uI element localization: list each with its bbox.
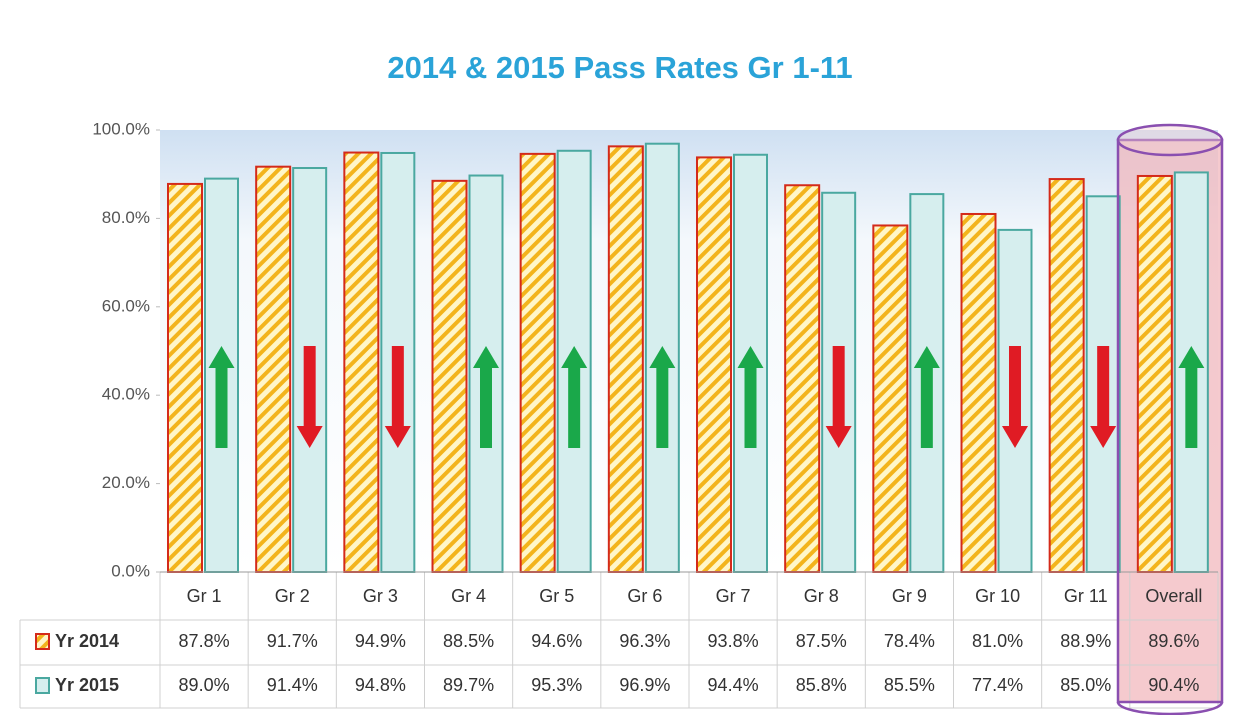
value-label: 89.0% bbox=[179, 675, 230, 695]
x-tick-label: Gr 1 bbox=[187, 586, 222, 606]
legend-key bbox=[35, 677, 50, 694]
value-label: 89.7% bbox=[443, 675, 494, 695]
x-tick-label: Gr 3 bbox=[363, 586, 398, 606]
bar bbox=[343, 151, 380, 574]
legend-label: Yr 2014 bbox=[55, 631, 119, 651]
up-arrow bbox=[561, 346, 588, 448]
bar bbox=[255, 165, 292, 573]
value-label: 91.4% bbox=[267, 675, 318, 695]
bar bbox=[1136, 174, 1173, 574]
plot-area bbox=[160, 130, 1218, 572]
up-arrow bbox=[1178, 346, 1205, 448]
value-label: 91.7% bbox=[267, 631, 318, 651]
x-tick-label: Overall bbox=[1145, 586, 1202, 606]
chart-title: 2014 & 2015 Pass Rates Gr 1-11 bbox=[387, 50, 852, 85]
value-label: 85.8% bbox=[796, 675, 847, 695]
value-label: 88.9% bbox=[1060, 631, 1111, 651]
up-arrow bbox=[473, 346, 499, 448]
value-label: 85.5% bbox=[884, 675, 935, 695]
cylinder-bottom bbox=[1116, 701, 1224, 715]
down-arrow bbox=[296, 346, 323, 448]
up-arrow bbox=[737, 346, 764, 448]
value-label: 77.4% bbox=[972, 675, 1023, 695]
x-tick-label: Gr 11 bbox=[1064, 586, 1108, 606]
value-label: 81.0% bbox=[972, 631, 1023, 651]
value-label: 95.3% bbox=[531, 675, 582, 695]
bar bbox=[696, 156, 732, 574]
x-tick-label: Gr 10 bbox=[975, 586, 1020, 606]
y-tick-label: 100.0% bbox=[92, 119, 150, 138]
value-label: 85.0% bbox=[1060, 675, 1111, 695]
value-label: 88.5% bbox=[443, 631, 494, 651]
y-tick-label: 0.0% bbox=[111, 561, 150, 580]
bar bbox=[431, 179, 468, 574]
x-tick-label: Gr 9 bbox=[892, 586, 927, 606]
x-tick-label: Gr 4 bbox=[451, 586, 486, 606]
value-label: 90.4% bbox=[1148, 675, 1199, 695]
x-tick-label: Gr 8 bbox=[804, 586, 839, 606]
value-label: 94.8% bbox=[355, 675, 406, 695]
value-label: 94.9% bbox=[355, 631, 406, 651]
value-label: 87.5% bbox=[796, 631, 847, 651]
x-tick-label: Gr 6 bbox=[627, 586, 662, 606]
value-label: 96.3% bbox=[619, 631, 670, 651]
bar bbox=[872, 224, 909, 574]
legend-label: Yr 2015 bbox=[55, 675, 119, 695]
bar bbox=[607, 145, 644, 573]
y-tick-label: 20.0% bbox=[102, 473, 150, 492]
cylinder-top bbox=[1116, 123, 1224, 157]
y-tick-label: 40.0% bbox=[102, 385, 150, 404]
bar bbox=[1048, 178, 1085, 573]
x-tick-label: Gr 5 bbox=[539, 586, 574, 606]
bar bbox=[167, 182, 203, 573]
data-table bbox=[19, 571, 1218, 709]
up-arrow bbox=[208, 346, 235, 448]
up-arrow bbox=[649, 346, 676, 448]
bar bbox=[960, 212, 997, 573]
bar bbox=[784, 184, 821, 573]
bar bbox=[519, 152, 556, 573]
legend-key bbox=[35, 633, 50, 650]
value-label: 94.6% bbox=[531, 631, 582, 651]
up-arrow bbox=[913, 346, 940, 448]
value-label: 96.9% bbox=[619, 675, 670, 695]
x-tick-label: Gr 2 bbox=[275, 586, 310, 606]
value-label: 89.6% bbox=[1148, 631, 1199, 651]
value-label: 93.8% bbox=[708, 631, 759, 651]
value-label: 94.4% bbox=[708, 675, 759, 695]
down-arrow bbox=[1090, 346, 1117, 448]
y-tick-label: 60.0% bbox=[102, 296, 150, 315]
value-label: 87.8% bbox=[179, 631, 230, 651]
down-arrow bbox=[384, 346, 411, 448]
y-tick-label: 80.0% bbox=[102, 208, 150, 227]
x-tick-label: Gr 7 bbox=[716, 586, 751, 606]
down-arrow bbox=[1002, 346, 1028, 448]
down-arrow bbox=[825, 346, 852, 448]
value-label: 78.4% bbox=[884, 631, 935, 651]
highlight-cylinder-outline bbox=[1116, 138, 1224, 704]
